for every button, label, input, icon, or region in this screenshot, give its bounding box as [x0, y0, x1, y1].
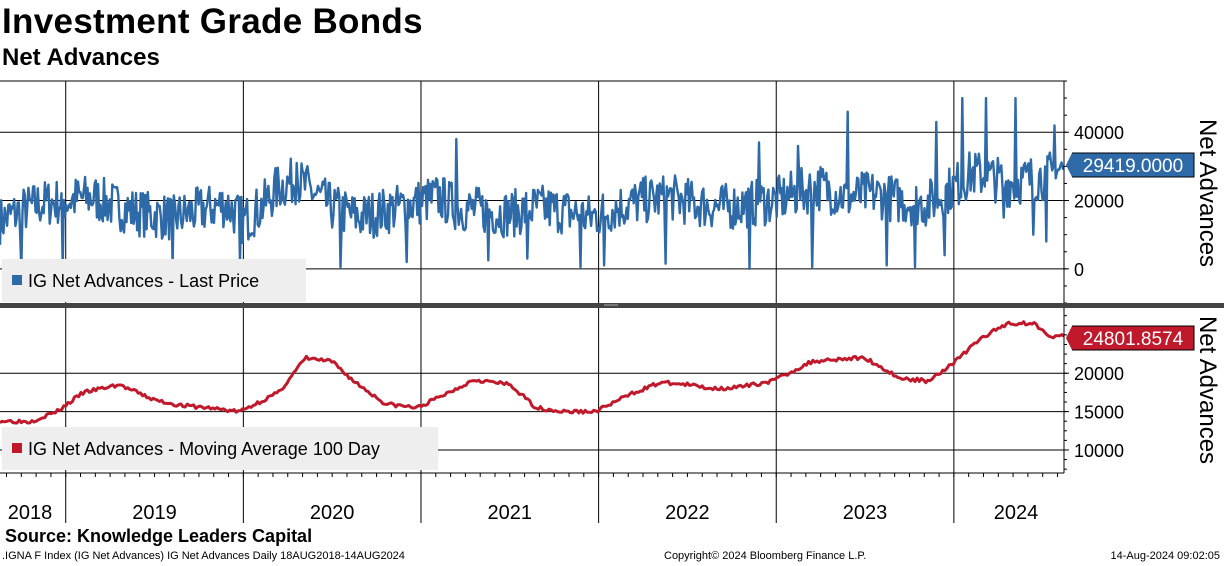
- bottom-y-tick-label: 20000: [1074, 364, 1124, 384]
- top-series: [0, 96, 1065, 270]
- top-y-tick-label: 40000: [1074, 123, 1124, 143]
- x-tick-label: 2018: [8, 502, 53, 524]
- top-panel: 0 20000 40000 IG Net Advances - Last Price…: [0, 80, 1221, 304]
- x-tick-label: 2019: [132, 502, 177, 524]
- x-tick-label: 2024: [994, 502, 1039, 524]
- top-y-tick-label: 0: [1074, 260, 1084, 280]
- x-tick-label: 2021: [488, 502, 533, 524]
- bottom-y-tick-label: 10000: [1074, 441, 1124, 461]
- top-y-axis-title: Net Advances: [1194, 119, 1221, 267]
- chart-subtitle: Net Advances: [2, 44, 160, 71]
- bottom-legend-swatch: [12, 443, 22, 453]
- x-axis: 2018 2019 2020 2021 2022 2023 2024: [0, 472, 1064, 524]
- footer-index-info: .IGNA F Index (IG Net Advances) IG Net A…: [2, 550, 405, 562]
- source-note: Source: Knowledge Leaders Capital: [5, 526, 313, 546]
- top-last-value-tag: [1066, 153, 1194, 177]
- top-last-value-label: 29419.0000: [1083, 156, 1183, 177]
- x-tick-label: 2023: [843, 502, 888, 524]
- top-series-line: [0, 96, 1065, 270]
- bottom-y-axis-title: Net Advances: [1194, 316, 1221, 464]
- bottom-last-value-tag: [1066, 326, 1194, 350]
- footer-copyright: Copyright© 2024 Bloomberg Finance L.P.: [664, 550, 867, 562]
- top-legend-swatch: [12, 275, 22, 285]
- chart-title: Investment Grade Bonds: [2, 2, 423, 41]
- x-tick-label: 2022: [665, 502, 710, 524]
- x-tick-label: 2020: [310, 502, 355, 524]
- bottom-series: [0, 320, 1065, 425]
- chart-canvas: 0 20000 40000 IG Net Advances - Last Price…: [0, 80, 1224, 524]
- bottom-legend-label: IG Net Advances - Moving Average 100 Day: [28, 439, 380, 459]
- top-y-tick-label: 20000: [1074, 192, 1124, 212]
- top-legend-box: [2, 259, 306, 302]
- bottom-panel: 10000 15000 20000 IG Net Advances - Moving…: [0, 308, 1221, 473]
- bottom-last-value-label: 24801.8574: [1083, 329, 1184, 350]
- top-legend-label: IG Net Advances - Last Price: [28, 271, 259, 291]
- top-y-axis: 0 20000 40000: [1063, 80, 1124, 304]
- bottom-legend-box: [2, 427, 438, 470]
- bottom-series-line: [0, 320, 1065, 425]
- bottom-y-tick-label: 15000: [1074, 403, 1124, 423]
- footer-timestamp: 14-Aug-2024 09:02:05: [1110, 550, 1220, 562]
- bottom-y-axis: 10000 15000 20000: [1063, 308, 1124, 473]
